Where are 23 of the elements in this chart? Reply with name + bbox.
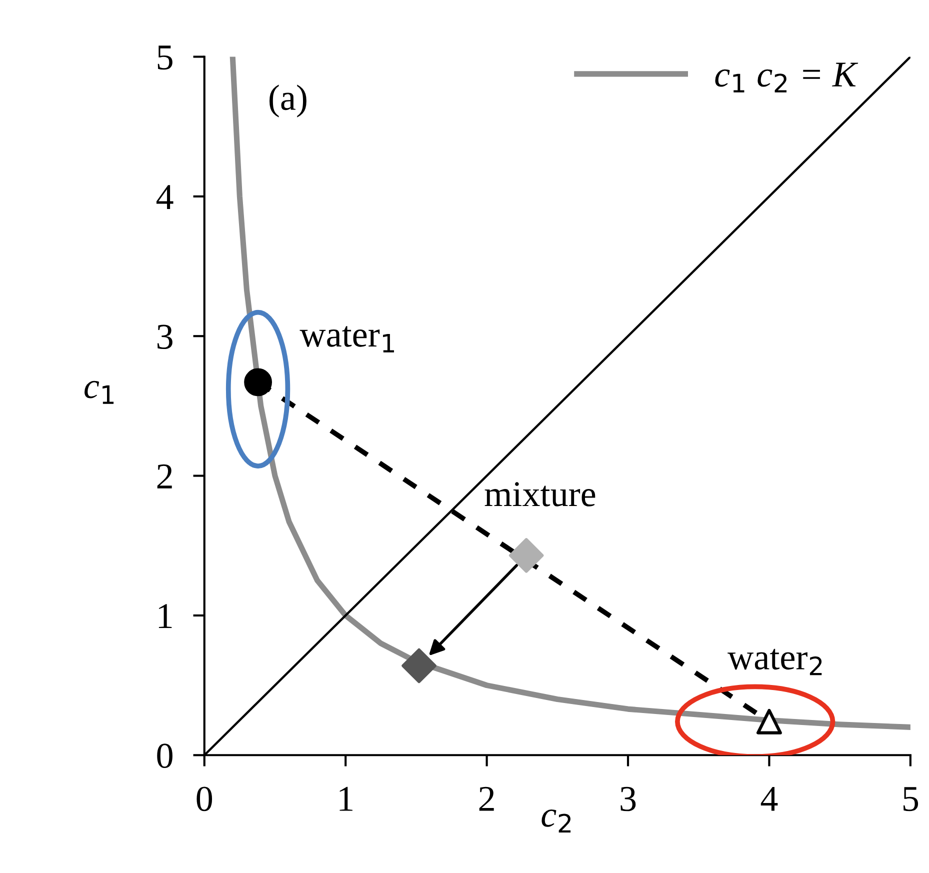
y-tick-label: 1 [158,604,172,628]
y-tick-label: 2 [157,464,172,488]
annotation: (a) [270,84,306,118]
point [244,368,272,396]
y-tick-label: 0 [157,744,172,768]
x-tick-label: 1 [340,786,352,811]
annotation: mixture [484,482,596,506]
x-tick-label: 5 [903,787,918,812]
point [402,648,436,684]
x-tick-label: 4 [760,786,778,811]
y-tick-label: 5 [158,46,172,70]
point [508,538,544,573]
y-tick-label: 4 [156,185,174,209]
x-tick-label: 0 [196,786,212,812]
y-tick-label: 3 [157,324,172,349]
legend-label: c$_{1}$ c$_{2}$ = K [715,62,858,92]
y-axis-title: c$_{1}$ [84,380,114,404]
x-axis-title: c$_{2}$ [542,810,571,832]
annotation: water$_{1}$ [300,326,394,352]
x-tick-label: 2 [479,786,494,811]
annotation: water$_{2}$ [728,648,822,676]
x-tick-label: 3 [620,786,636,812]
point [756,708,782,734]
